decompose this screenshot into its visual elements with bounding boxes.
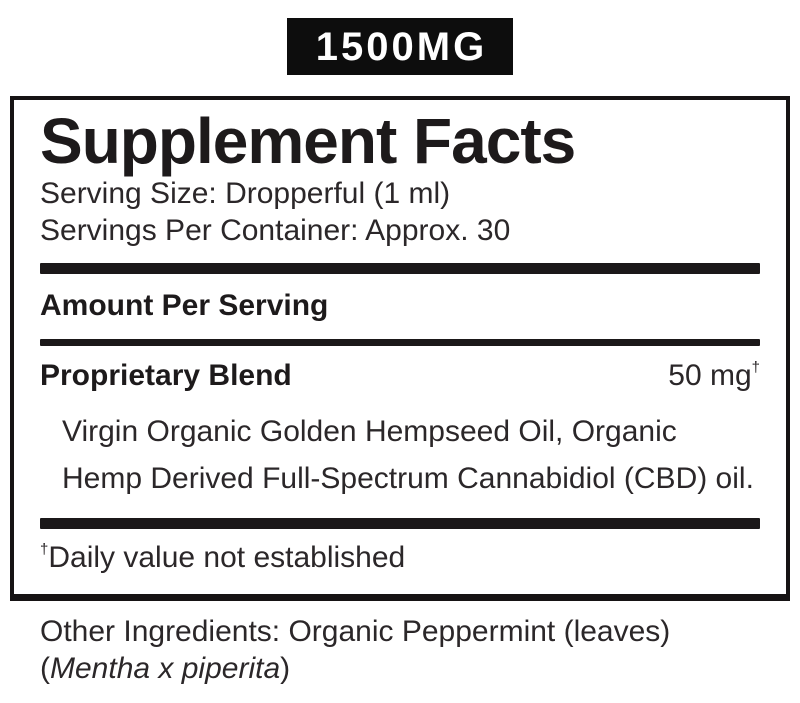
blend-ingredients-line-2: Hemp Derived Full-Spectrum Cannabidiol (… [62,461,754,495]
panel-title: Supplement Facts [40,105,576,177]
footnote-text: Daily value not established [48,540,406,574]
proprietary-blend-amount: 50 mg† [668,359,760,393]
blend-footnote-dagger-icon: † [751,358,760,376]
amount-per-serving-heading: Amount Per Serving [40,288,329,322]
footnote-dagger-icon: † [40,540,49,558]
proprietary-blend-row: Proprietary Blend 50 mg† [40,359,760,393]
other-ingredients-block: Other Ingredients: Organic Peppermint (l… [40,614,790,687]
daily-value-footnote: †Daily value not established [40,541,760,594]
divider-bar-thin [40,338,760,346]
divider-bar-thick-top [40,262,760,274]
latin-botanical-name: Mentha x piperita [50,651,281,685]
divider-bar-thick-bottom [40,517,760,529]
dosage-badge: 1500MG [286,18,514,75]
blend-amount-value: 50 mg [668,358,752,392]
servings-per-container-text: Servings Per Container: Approx. 30 [40,213,511,247]
latin-close-paren: ) [280,651,291,685]
supplement-facts-panel: Supplement Facts Serving Size: Dropperfu… [10,96,790,601]
blend-ingredients-line-1: Virgin Organic Golden Hempseed Oil, Orga… [62,414,677,448]
proprietary-blend-name: Proprietary Blend [40,358,292,392]
other-ingredients-line-2: (Mentha x piperita) [40,651,790,688]
latin-open-paren: ( [40,651,50,685]
dosage-badge-row: 1500MG [0,0,800,75]
serving-size-text: Serving Size: Dropperful (1 ml) [40,176,451,210]
other-ingredients-line-1: Other Ingredients: Organic Peppermint (l… [40,614,671,648]
